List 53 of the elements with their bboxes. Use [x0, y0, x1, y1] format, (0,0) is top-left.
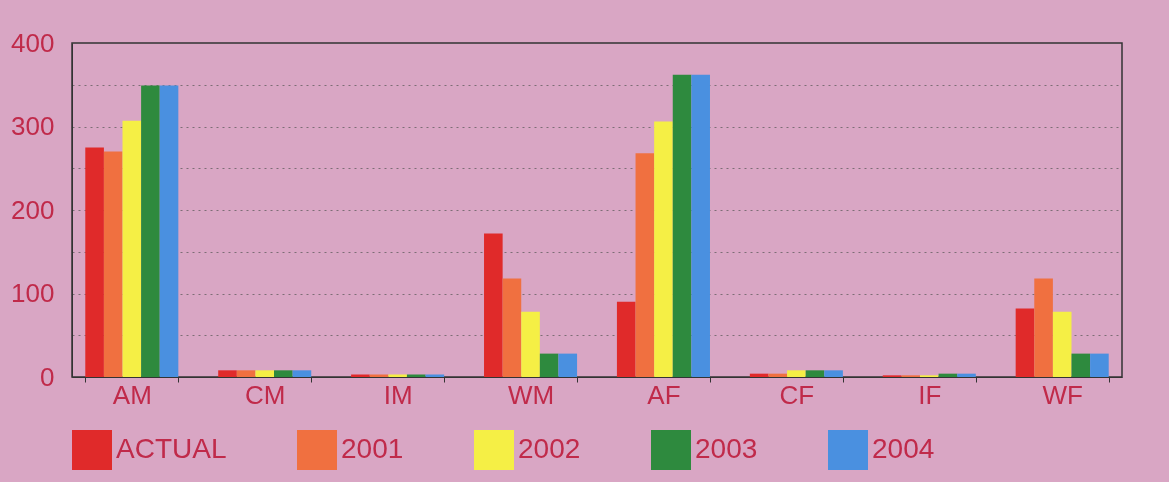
bar [406, 374, 426, 377]
bar [824, 370, 843, 377]
y-tick-label: 200 [11, 194, 55, 225]
bar [1090, 353, 1109, 377]
legend-label: 2004 [872, 433, 935, 464]
bar [159, 85, 179, 377]
bar [351, 374, 370, 377]
bar [1034, 278, 1053, 377]
bar [292, 370, 312, 377]
bar [654, 121, 673, 377]
legend-label: 2003 [695, 433, 758, 464]
bar [388, 374, 407, 377]
bar [141, 85, 160, 377]
bar [85, 147, 104, 377]
bar [274, 370, 293, 377]
bar [616, 301, 636, 377]
y-tick-label: 300 [11, 111, 55, 141]
bar [691, 74, 710, 377]
bar [1052, 311, 1072, 377]
legend-label: 2001 [341, 433, 404, 464]
x-tick-label: CM [245, 379, 286, 410]
bar [957, 373, 976, 377]
x-tick-label: IM [383, 379, 413, 410]
y-tick-label: 400 [11, 27, 55, 58]
bar [1015, 308, 1035, 377]
x-tick-label: AM [112, 379, 152, 410]
legend-label: ACTUAL [116, 433, 227, 464]
bar [805, 370, 825, 377]
x-tick-label: AF [647, 379, 681, 410]
bar [103, 151, 123, 377]
legend-label: 2002 [518, 433, 581, 464]
bar [768, 373, 788, 377]
bar [635, 153, 655, 377]
bar [255, 370, 275, 377]
bar [502, 278, 522, 377]
bar [369, 374, 389, 377]
bar [787, 370, 806, 377]
bar [425, 374, 445, 377]
bar [1071, 353, 1091, 377]
bar [236, 370, 256, 377]
x-tick-label: IF [918, 379, 942, 410]
y-tick-label: 100 [11, 278, 55, 308]
y-tick-label: 0 [40, 361, 55, 392]
bar [672, 74, 692, 377]
bar [558, 353, 578, 377]
bar [122, 120, 142, 377]
bar [539, 353, 559, 377]
bar [521, 311, 540, 377]
x-tick-label: CF [779, 379, 815, 410]
x-tick-label: WM [507, 379, 555, 410]
bar [218, 370, 237, 377]
bar [484, 233, 503, 377]
x-tick-label: WF [1042, 379, 1083, 410]
